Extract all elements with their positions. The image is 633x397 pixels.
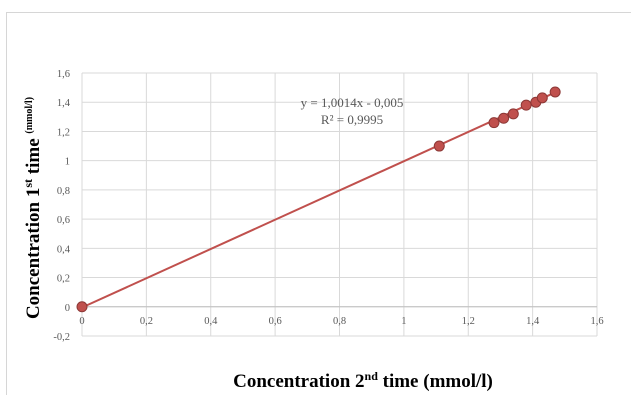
y-tick-labels: -0,2 0 0,2 0,4 0,6 0,8 1 1,2 1,4 1,6: [53, 69, 70, 343]
data-points: [76, 86, 561, 313]
x-axis-title-main: Concentration 2: [233, 371, 364, 392]
y-tick-label: 0,8: [57, 186, 70, 197]
y-tick-label: 1: [65, 157, 70, 168]
y-tick-label: 1,2: [57, 127, 70, 138]
chart-frame: [6, 12, 631, 395]
x-tick-label: 1,6: [590, 316, 603, 327]
x-axis-title-rest: time (mmol/l): [378, 371, 493, 392]
grid-lines: [81, 72, 598, 337]
x-tick-label: 0,4: [204, 316, 218, 327]
y-tick-label: 0,6: [57, 215, 70, 226]
x-axis-title-sup: nd: [365, 369, 379, 383]
data-point: [498, 112, 510, 124]
y-axis-title: Concentration 1st time (mmol/l): [21, 97, 44, 319]
x-tick-label: 0: [79, 316, 84, 327]
y-tick-label: 0,2: [57, 274, 70, 285]
x-tick-label: 1,2: [462, 316, 475, 327]
data-point: [507, 108, 519, 120]
trendline-equation: y = 1,0014x - 0,005: [301, 95, 404, 110]
y-tick-label: 0: [65, 303, 70, 314]
y-tick-label: 1,4: [57, 98, 71, 109]
x-tick-label: 1,4: [526, 316, 540, 327]
x-tick-label: 0,2: [140, 316, 153, 327]
data-point: [549, 86, 561, 98]
y-tick-label: 0,4: [57, 244, 71, 255]
y-axis-title-main: Concentration 1: [23, 188, 44, 319]
y-tick-label: -0,2: [53, 332, 70, 343]
x-tick-label: 1: [401, 316, 406, 327]
y-axis-title-unit: (mmol/l): [24, 97, 35, 134]
data-point: [536, 92, 548, 104]
y-axis-title-rest: time: [23, 134, 44, 179]
x-axis-title: Concentration 2nd time (mmol/l): [233, 369, 493, 392]
x-tick-label: 0,8: [333, 316, 346, 327]
data-point: [488, 117, 500, 129]
data-point: [76, 301, 88, 313]
data-point: [520, 99, 532, 111]
data-point: [433, 140, 445, 152]
y-tick-label: 1,6: [57, 69, 70, 80]
y-axis-title-sup: st: [21, 179, 35, 188]
r-squared-label: R² = 0,9995: [321, 112, 383, 127]
x-tick-labels: 0 0,2 0,4 0,6 0,8 1 1,2 1,4 1,6: [79, 316, 603, 327]
x-tick-label: 0,6: [269, 316, 282, 327]
trendline: [81, 91, 556, 309]
